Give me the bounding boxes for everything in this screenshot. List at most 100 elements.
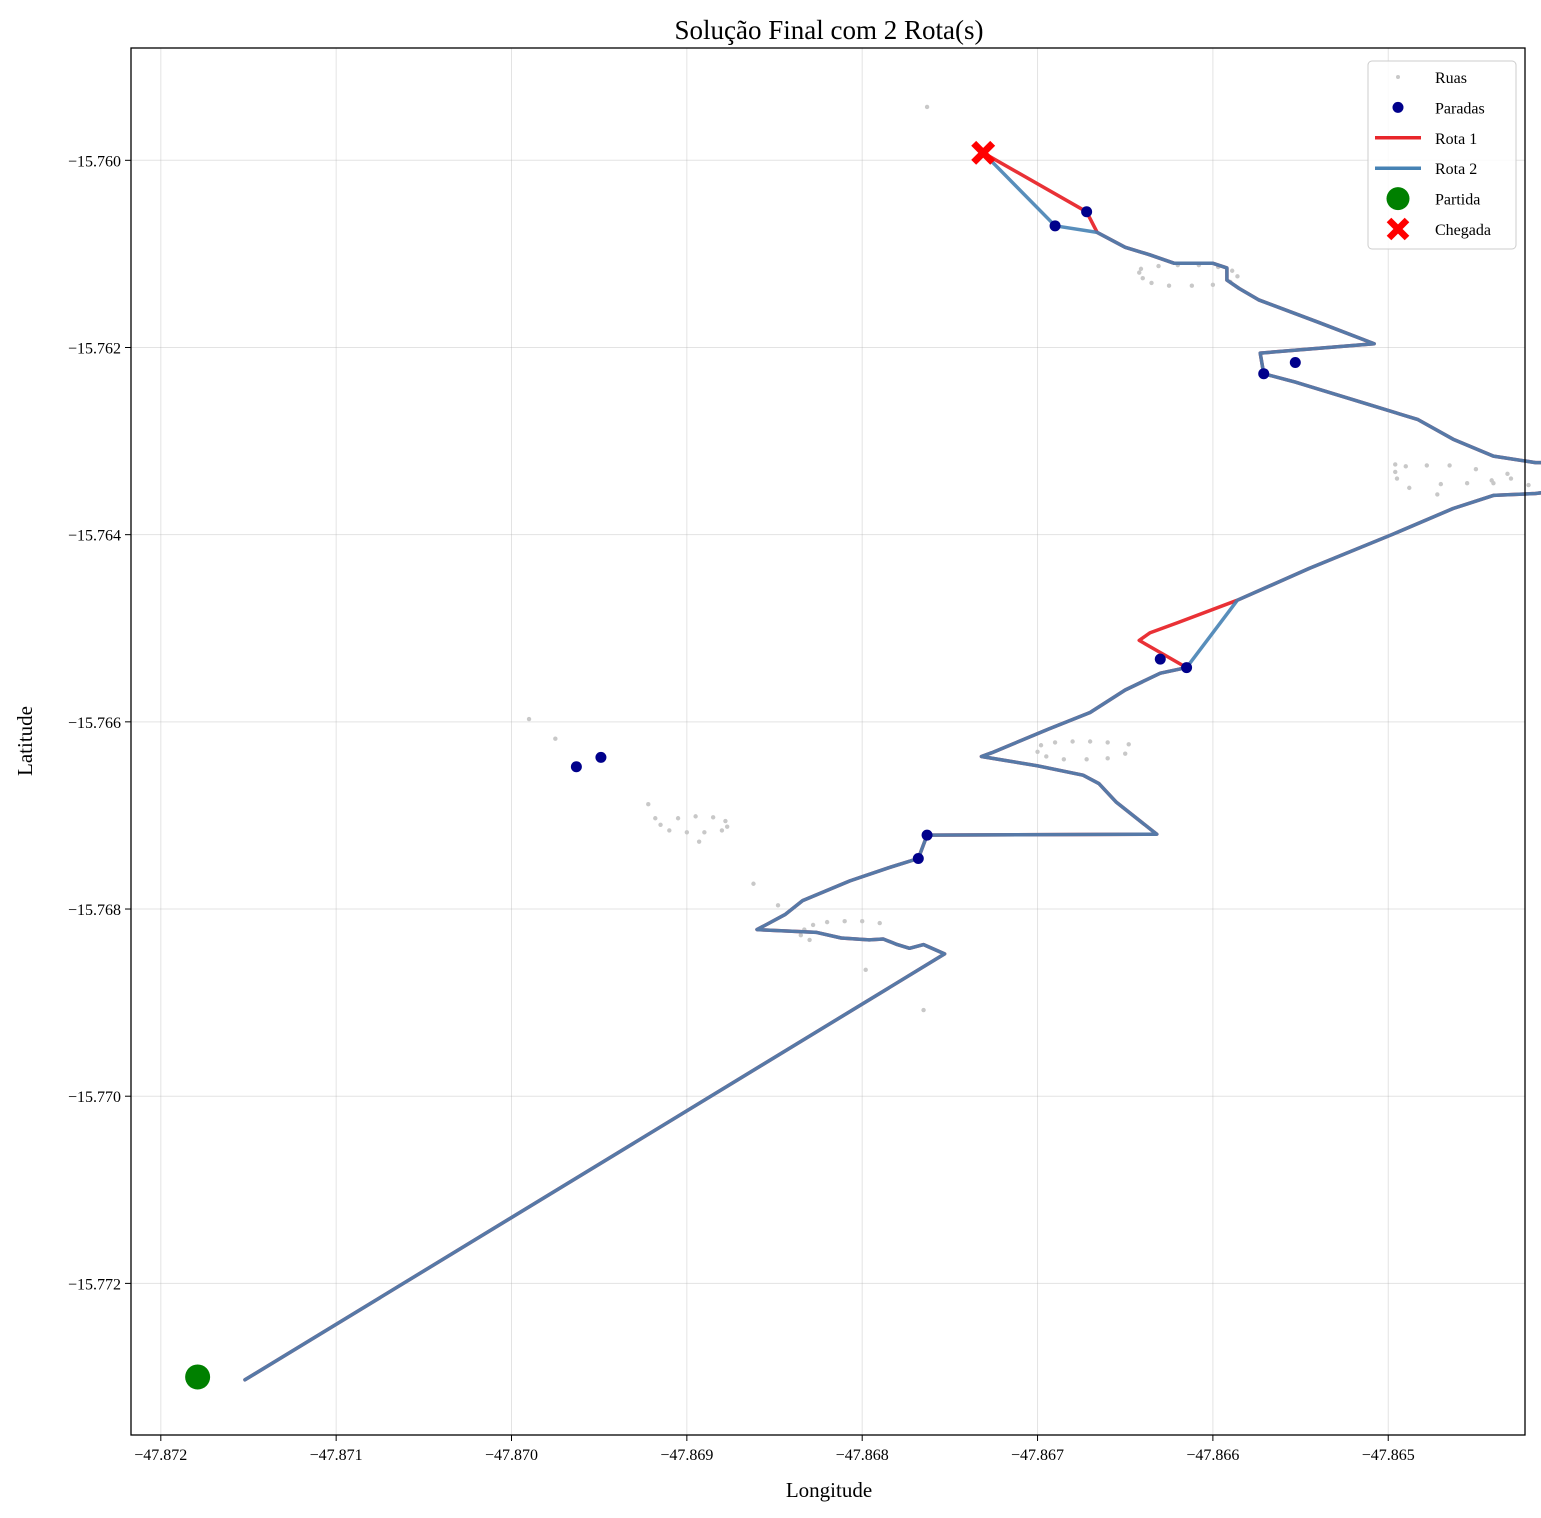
- end-point: [971, 140, 996, 165]
- ruas-point: [1210, 282, 1216, 287]
- ruas-point: [1123, 751, 1128, 756]
- stop-point: [921, 829, 933, 841]
- ruas-point: [1166, 283, 1172, 288]
- x-tick-label: −47.869: [660, 1447, 713, 1464]
- ruas-point: [696, 839, 702, 844]
- ruas-point: [1424, 463, 1430, 468]
- ruas-point: [775, 903, 781, 908]
- y-axis-label: Latitude: [13, 706, 37, 776]
- y-tick-label: −15.770: [68, 1089, 121, 1106]
- legend-marker: [1396, 75, 1400, 79]
- y-tick-label: −15.772: [68, 1276, 121, 1293]
- stop-point: [595, 751, 607, 763]
- legend-marker: [1386, 217, 1410, 241]
- ruas-point: [526, 716, 532, 722]
- ruas-point: [1394, 476, 1400, 481]
- ruas-point: [863, 967, 868, 973]
- y-tick-label: −15.764: [68, 528, 121, 545]
- legend-label: Rota 2: [1435, 161, 1477, 178]
- stop-point: [912, 852, 924, 864]
- x-tick-label: −47.870: [485, 1447, 538, 1464]
- ruas-point: [1189, 283, 1195, 288]
- ruas-point: [810, 922, 816, 928]
- grid: [131, 48, 1525, 1435]
- legend-label: Ruas: [1435, 70, 1467, 87]
- ruas-point: [667, 828, 672, 833]
- plot-frame: [130, 47, 1526, 1436]
- ruas-point: [859, 918, 865, 924]
- ruas-point: [877, 920, 882, 926]
- ruas-point: [693, 814, 698, 819]
- ruas-point: [1229, 268, 1235, 273]
- ruas-point: [1070, 739, 1075, 744]
- ruas-point: [842, 918, 847, 924]
- ruas-point: [1137, 270, 1142, 275]
- ruas-point: [1156, 263, 1161, 269]
- ruas-point: [658, 822, 663, 827]
- ruas-point: [1489, 478, 1494, 483]
- legend-label: Partida: [1435, 192, 1480, 209]
- ruas-point: [702, 830, 707, 835]
- ruas-point: [1126, 742, 1131, 747]
- legend-label: Chegada: [1435, 222, 1491, 239]
- ruas-point: [675, 816, 681, 821]
- ruas-point: [710, 815, 716, 820]
- stop-point: [1081, 206, 1093, 218]
- stop-point: [1049, 220, 1061, 232]
- ruas-point: [724, 824, 730, 829]
- ruas-point: [798, 933, 804, 938]
- ruas-point: [1140, 276, 1145, 281]
- chart-title: Solução Final com 2 Rota(s): [675, 15, 984, 45]
- ruas-point: [1447, 463, 1452, 468]
- ruas-point: [1435, 492, 1440, 497]
- ruas-point: [1052, 740, 1058, 745]
- legend-marker: [1386, 187, 1410, 211]
- stop-point: [1181, 662, 1193, 674]
- ruas-point: [1407, 485, 1412, 491]
- ruas-point: [1038, 743, 1044, 748]
- ruas-point: [1035, 749, 1040, 754]
- x-tick-label: −47.872: [134, 1447, 187, 1464]
- ruas-point: [1235, 274, 1240, 279]
- y-tick-label: −15.760: [68, 153, 121, 170]
- x-tick-label: −47.871: [310, 1447, 363, 1464]
- legend: Ruas Paradas Rota 1 Rota 2 Partida Chegada: [1367, 60, 1517, 250]
- endpoints-layer: [185, 140, 996, 1390]
- x-tick-label: −47.867: [1011, 1447, 1064, 1464]
- ruas-point: [1508, 476, 1514, 481]
- ruas-point: [1084, 757, 1089, 762]
- x-axis-label: Longitude: [786, 1478, 872, 1502]
- ruas-point: [1087, 739, 1093, 744]
- stops-layer: [570, 206, 1301, 864]
- route-1-line: [243, 151, 1541, 1382]
- ruas-point: [719, 828, 725, 833]
- y-tick-label: −15.762: [68, 340, 121, 357]
- ruas-point: [1393, 469, 1398, 475]
- ruas-point: [1149, 280, 1154, 286]
- ruas-point: [1464, 480, 1470, 486]
- ruas-point: [921, 1007, 926, 1013]
- ruas-point: [1473, 466, 1479, 472]
- ruas-point: [1044, 754, 1049, 759]
- y-tick-label: −15.768: [68, 902, 121, 919]
- ruas-point: [1403, 464, 1408, 469]
- legend-label: Paradas: [1435, 100, 1485, 117]
- stop-point: [1289, 356, 1301, 368]
- ruas-point: [1061, 757, 1067, 762]
- x-tick-label: −47.866: [1186, 1447, 1239, 1464]
- ruas-layer: [526, 104, 1531, 1013]
- routes-layer: [243, 151, 1541, 1382]
- ruas-point: [1105, 756, 1110, 761]
- ruas-point: [723, 818, 728, 824]
- ticks: −47.872 −47.871 −47.870 −47.869 −47.868 −47.8…: [68, 153, 1415, 1464]
- ruas-point: [653, 816, 658, 821]
- ruas-point: [807, 937, 812, 943]
- ruas-point: [553, 736, 558, 741]
- ruas-point: [824, 919, 830, 925]
- ruas-point: [924, 104, 930, 110]
- ruas-point: [1526, 482, 1531, 488]
- stop-point: [1154, 653, 1166, 665]
- ruas-point: [1105, 740, 1110, 745]
- start-point: [185, 1364, 211, 1390]
